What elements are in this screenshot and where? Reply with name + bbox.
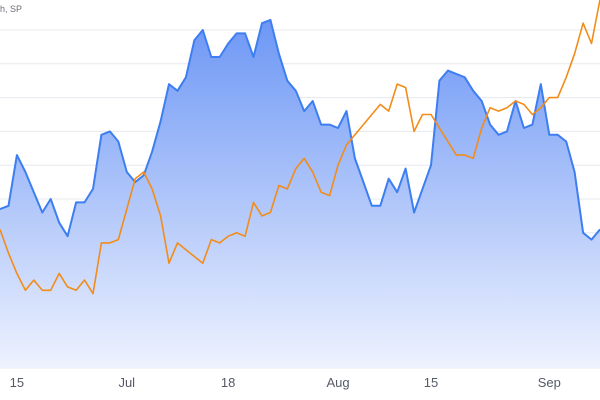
- x-tick-label: 15: [424, 375, 438, 390]
- x-tick-label: Sep: [538, 375, 561, 390]
- source-label: h, SP: [0, 4, 23, 14]
- x-tick-label: Jul: [118, 375, 135, 390]
- x-axis: 15Jul18Aug15Sep18: [10, 375, 561, 390]
- series-line-1: [0, 18, 600, 241]
- series-area-fill: [0, 19, 600, 369]
- series-layer: [0, 0, 600, 369]
- x-tick-label: 15: [10, 375, 24, 390]
- series-line-2: [0, 0, 600, 295]
- x-tick-label: 18: [221, 375, 235, 390]
- x-tick-label: Aug: [326, 375, 349, 390]
